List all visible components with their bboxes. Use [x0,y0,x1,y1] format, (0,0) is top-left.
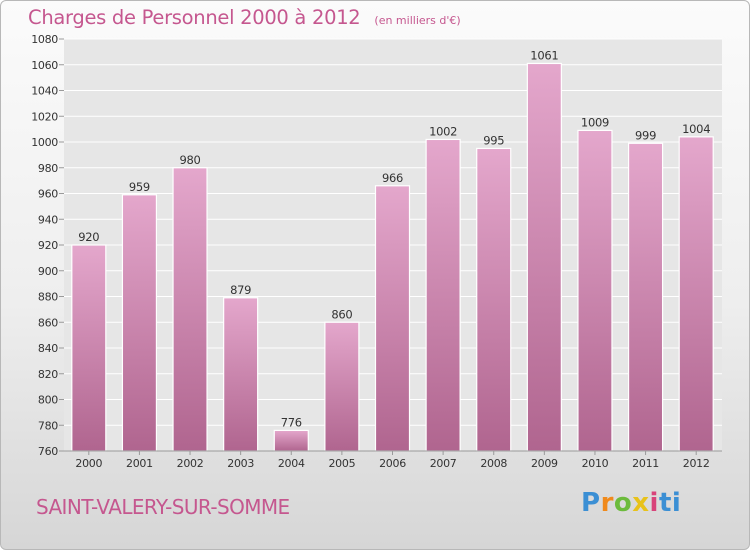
data-label: 980 [180,153,201,167]
bar [121,194,158,452]
x-tick-label: 2007 [430,457,457,470]
y-tick-label: 1080 [31,33,58,46]
data-label: 1061 [530,48,558,62]
x-tick-label: 2003 [227,457,254,470]
data-label: 959 [129,180,150,194]
data-label: 920 [78,230,99,244]
bar [223,297,259,452]
y-tick-label: 800 [38,394,58,407]
x-tick-label: 2011 [632,457,659,470]
y-tick-label: 1060 [31,59,58,72]
bar [425,138,461,452]
data-label: 966 [382,171,403,185]
y-tick-label: 1000 [31,136,58,149]
data-label: 999 [635,128,656,142]
x-tick-label: 2008 [480,457,507,470]
data-label: 1002 [429,124,457,138]
proxiti-logo: Proxiti [581,488,682,518]
place-name: SAINT-VALERY-SUR-SOMME [36,495,290,519]
data-label: 860 [331,307,352,321]
y-tick-label: 760 [38,445,58,458]
bar [627,142,664,452]
x-tick-label: 2009 [531,457,558,470]
chart-title: Charges de Personnel 2000 à 2012 [28,6,361,29]
chart-subtitle: (en milliers d'€) [374,14,461,27]
x-tick-label: 2010 [582,457,609,470]
chart-title-block: Charges de Personnel 2000 à 2012 (en mill… [28,6,461,29]
bar [71,244,107,452]
y-tick-label: 900 [38,265,58,278]
bar [172,167,208,452]
data-label: 995 [483,133,504,147]
y-tick-label: 780 [38,419,58,432]
bar [476,147,512,452]
data-labels: 920 959 980 879 776 860 966 1002 995 1061 1009 999 1… [78,48,710,429]
y-tick-label: 1020 [31,110,58,123]
y-tick-label: 940 [38,213,58,226]
bars [71,62,714,452]
y-tick-label: 920 [38,239,58,252]
y-axis-ticks: 760 780 800 820 840 860 880 900 920 940 960 980 1000… [31,33,64,458]
bar [577,129,613,452]
x-tick-label: 2005 [328,457,355,470]
x-tick-label: 2001 [126,457,153,470]
x-axis-ticks: 2000 2001 2002 2003 2004 2005 2006 2007 2008 2009… [75,451,710,470]
y-tick-label: 880 [38,291,58,304]
x-tick-label: 2006 [379,457,406,470]
bar [374,185,411,452]
x-tick-label: 2004 [278,457,305,470]
bar [324,321,360,452]
data-label: 879 [230,283,251,297]
data-label: 1009 [581,115,609,129]
y-tick-label: 820 [38,368,58,381]
bar [273,429,309,452]
bar [526,62,562,452]
x-tick-label: 2012 [683,457,710,470]
y-tick-label: 980 [38,162,58,175]
y-tick-label: 860 [38,316,58,329]
bar [678,136,714,452]
y-tick-label: 840 [38,342,58,355]
data-label: 776 [281,415,302,429]
x-tick-label: 2002 [177,457,204,470]
y-tick-label: 1040 [31,85,58,98]
y-tick-label: 960 [38,188,58,201]
data-label: 1004 [682,122,710,136]
x-tick-label: 2000 [75,457,102,470]
